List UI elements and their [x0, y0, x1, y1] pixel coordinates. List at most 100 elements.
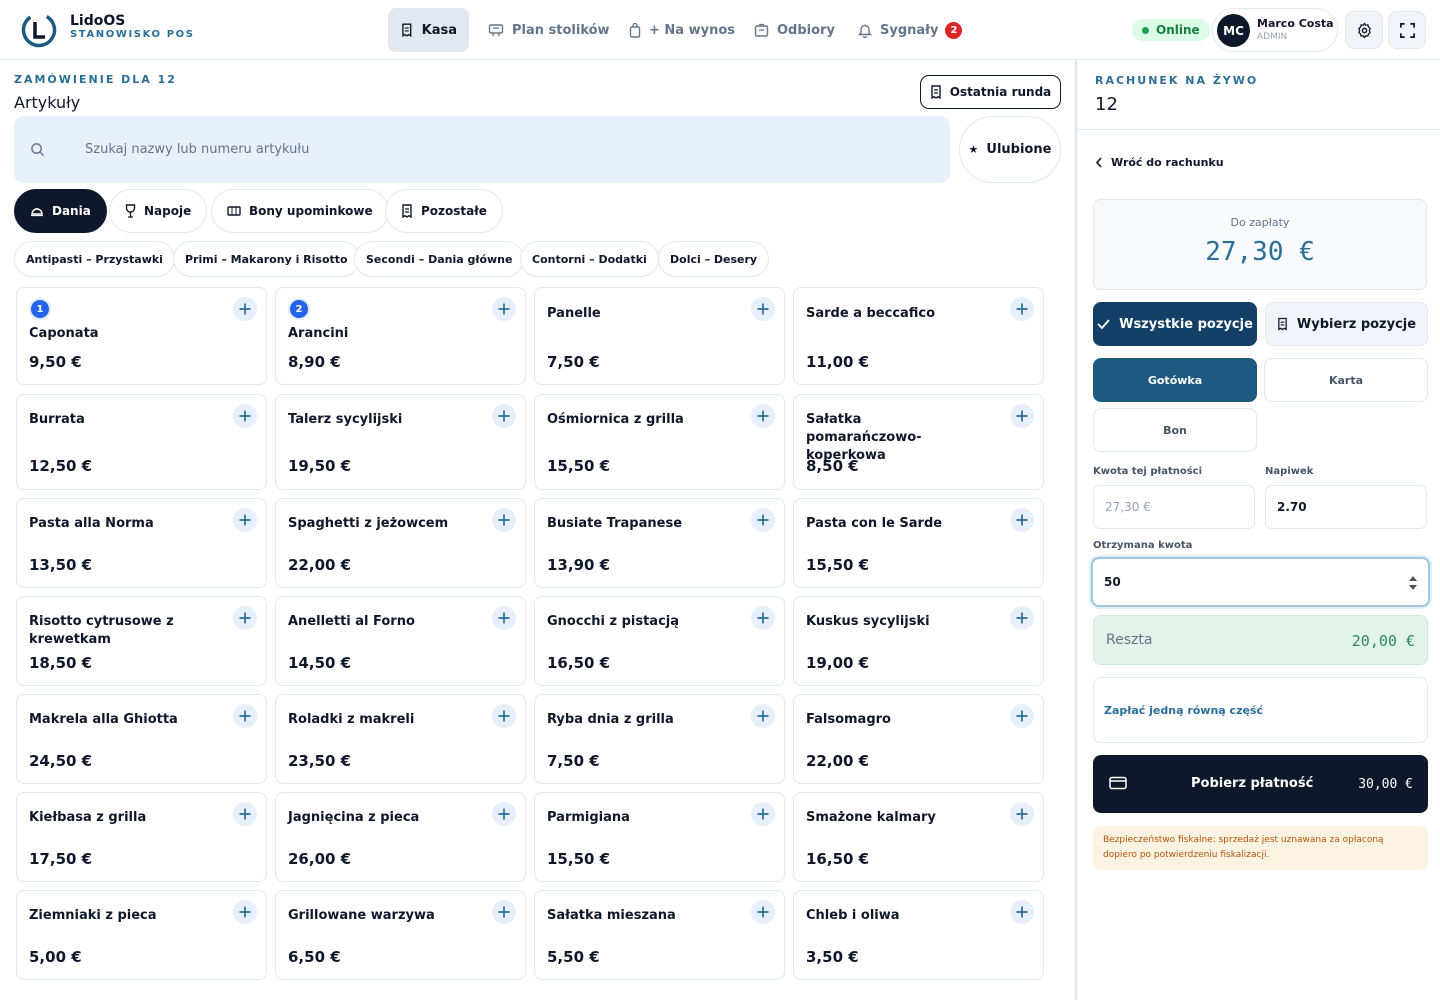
- method-card-button[interactable]: Karta: [1264, 358, 1428, 402]
- tip-field[interactable]: 2.70: [1265, 485, 1427, 529]
- last-round-button[interactable]: Ostatnia runda: [920, 75, 1061, 109]
- product-card[interactable]: Ryba dnia z grilla 7,50 €: [534, 694, 785, 784]
- product-card[interactable]: Falsomagro 22,00 €: [793, 694, 1044, 784]
- product-card[interactable]: Chleb i oliwa 3,50 €: [793, 890, 1044, 980]
- nav-kasa[interactable]: Kasa: [388, 8, 469, 52]
- add-item-button[interactable]: [233, 900, 257, 924]
- method-cash-button[interactable]: Gotówka: [1093, 358, 1257, 402]
- product-card[interactable]: Sarde a beccafico 11,00 €: [793, 287, 1044, 385]
- add-item-button[interactable]: [1010, 404, 1034, 428]
- add-item-button[interactable]: [751, 606, 775, 630]
- product-card[interactable]: Panelle 7,50 €: [534, 287, 785, 385]
- add-item-button[interactable]: [492, 297, 516, 321]
- user-menu[interactable]: MC Marco Costa ADMIN: [1212, 8, 1338, 52]
- product-price: 5,50 €: [547, 948, 600, 966]
- add-item-button[interactable]: [1010, 508, 1034, 532]
- add-item-button[interactable]: [492, 704, 516, 728]
- product-card[interactable]: Roladki z makreli 23,50 €: [275, 694, 526, 784]
- add-item-button[interactable]: [1010, 802, 1034, 826]
- product-card[interactable]: Sałatka mieszana 5,50 €: [534, 890, 785, 980]
- collect-payment-button[interactable]: Pobierz płatność 30,00 €: [1093, 755, 1428, 813]
- product-card[interactable]: Grillowane warzywa 6,50 €: [275, 890, 526, 980]
- add-item-button[interactable]: [1010, 606, 1034, 630]
- add-item-button[interactable]: [751, 704, 775, 728]
- product-card[interactable]: Burrata 12,50 €: [16, 394, 267, 490]
- add-item-button[interactable]: [233, 606, 257, 630]
- product-card[interactable]: Kuskus sycylijski 19,00 €: [793, 596, 1044, 686]
- subcategory-contorni[interactable]: Contorni – Dodatki: [520, 241, 659, 277]
- add-item-button[interactable]: [233, 802, 257, 826]
- add-item-button[interactable]: [1010, 704, 1034, 728]
- product-card[interactable]: Spaghetti z jeżowcem 22,00 €: [275, 498, 526, 588]
- category-dania[interactable]: Dania: [14, 189, 107, 233]
- add-item-button[interactable]: [751, 297, 775, 321]
- add-item-button[interactable]: [1010, 900, 1034, 924]
- product-card[interactable]: Jagnięcina z pieca 26,00 €: [275, 792, 526, 882]
- product-card[interactable]: Ośmiornica z grilla 15,50 €: [534, 394, 785, 490]
- product-card[interactable]: Gnocchi z pistacją 16,50 €: [534, 596, 785, 686]
- add-item-button[interactable]: [492, 900, 516, 924]
- category-bony[interactable]: Bony upominkowe: [211, 189, 389, 233]
- subcategory-primi[interactable]: Primi – Makarony i Risotto: [173, 241, 360, 277]
- add-item-button[interactable]: [492, 508, 516, 532]
- plus-icon: [1016, 303, 1028, 315]
- received-amount-field[interactable]: 50: [1091, 557, 1430, 607]
- product-card[interactable]: Talerz sycylijski 19,50 €: [275, 394, 526, 490]
- category-pozostale[interactable]: Pozostałe: [385, 189, 503, 233]
- add-item-button[interactable]: [492, 606, 516, 630]
- product-card[interactable]: Busiate Trapanese 13,90 €: [534, 498, 785, 588]
- add-item-button[interactable]: [492, 404, 516, 428]
- add-item-button[interactable]: [1010, 297, 1034, 321]
- add-item-button[interactable]: [492, 802, 516, 826]
- nav-na-wynos[interactable]: + Na wynos: [617, 8, 747, 52]
- receipt-icon: [931, 85, 941, 99]
- product-card[interactable]: Risotto cytrusowe z krewetkam 18,50 €: [16, 596, 267, 686]
- nav-plan-stolikow[interactable]: Plan stolików: [476, 8, 622, 52]
- product-card[interactable]: Smażone kalmary 16,50 €: [793, 792, 1044, 882]
- subcategory-secondi[interactable]: Secondi – Dania główne: [354, 241, 525, 277]
- spinner-arrows-icon[interactable]: [1408, 575, 1418, 591]
- fullscreen-button[interactable]: [1388, 11, 1426, 49]
- back-to-bill-link[interactable]: Wróć do rachunku: [1095, 156, 1224, 169]
- product-card[interactable]: Sałatka pomarańczowo-koperkowa 8,50 €: [793, 394, 1044, 490]
- add-item-button[interactable]: [233, 508, 257, 532]
- check-icon: [1097, 319, 1110, 329]
- equal-split-button[interactable]: Zapłać jedną równą część: [1093, 677, 1428, 743]
- product-name: Smażone kalmary: [806, 810, 936, 825]
- add-item-button[interactable]: [751, 802, 775, 826]
- search-input[interactable]: [85, 142, 785, 157]
- subcategory-dolci[interactable]: Dolci – Desery: [658, 241, 770, 277]
- product-card[interactable]: Pasta alla Norma 13,50 €: [16, 498, 267, 588]
- product-card[interactable]: Parmigiana 15,50 €: [534, 792, 785, 882]
- favorites-button[interactable]: ★ Ulubione: [959, 116, 1061, 183]
- received-value: 50: [1104, 575, 1121, 589]
- nav-sygnaly[interactable]: Sygnały 2: [846, 8, 974, 52]
- add-item-button[interactable]: [233, 404, 257, 428]
- method-voucher-button[interactable]: Bon: [1093, 408, 1257, 452]
- product-card[interactable]: 1 Caponata 9,50 €: [16, 287, 267, 385]
- product-card[interactable]: Ziemniaki z pieca 5,00 €: [16, 890, 267, 980]
- plus-icon: [757, 514, 769, 526]
- app-title: LidoOS: [70, 13, 126, 29]
- nav-odbiory[interactable]: Odbiory: [742, 8, 847, 52]
- product-card[interactable]: Pasta con le Sarde 15,50 €: [793, 498, 1044, 588]
- all-items-button[interactable]: Wszystkie pozycje: [1093, 302, 1257, 346]
- category-napoje[interactable]: Napoje: [109, 189, 208, 233]
- product-card[interactable]: 2 Arancini 8,90 €: [275, 287, 526, 385]
- settings-button[interactable]: [1345, 11, 1383, 49]
- payment-amount-field[interactable]: 27,30 €: [1093, 485, 1255, 529]
- box-icon: [754, 23, 769, 37]
- add-item-button[interactable]: [233, 297, 257, 321]
- add-item-button[interactable]: [751, 900, 775, 924]
- product-card[interactable]: Anelletti al Forno 14,50 €: [275, 596, 526, 686]
- plus-icon: [239, 514, 251, 526]
- page-title: Artykuły: [14, 93, 81, 112]
- subcategory-antipasti[interactable]: Antipasti – Przystawki: [14, 241, 175, 277]
- add-item-button[interactable]: [751, 508, 775, 532]
- product-card[interactable]: Kiełbasa z grilla 17,50 €: [16, 792, 267, 882]
- choose-items-button[interactable]: Wybierz pozycje: [1265, 302, 1428, 346]
- add-item-button[interactable]: [233, 704, 257, 728]
- add-item-button[interactable]: [751, 404, 775, 428]
- product-name: Kuskus sycylijski: [806, 614, 930, 629]
- product-card[interactable]: Makrela alla Ghiotta 24,50 €: [16, 694, 267, 784]
